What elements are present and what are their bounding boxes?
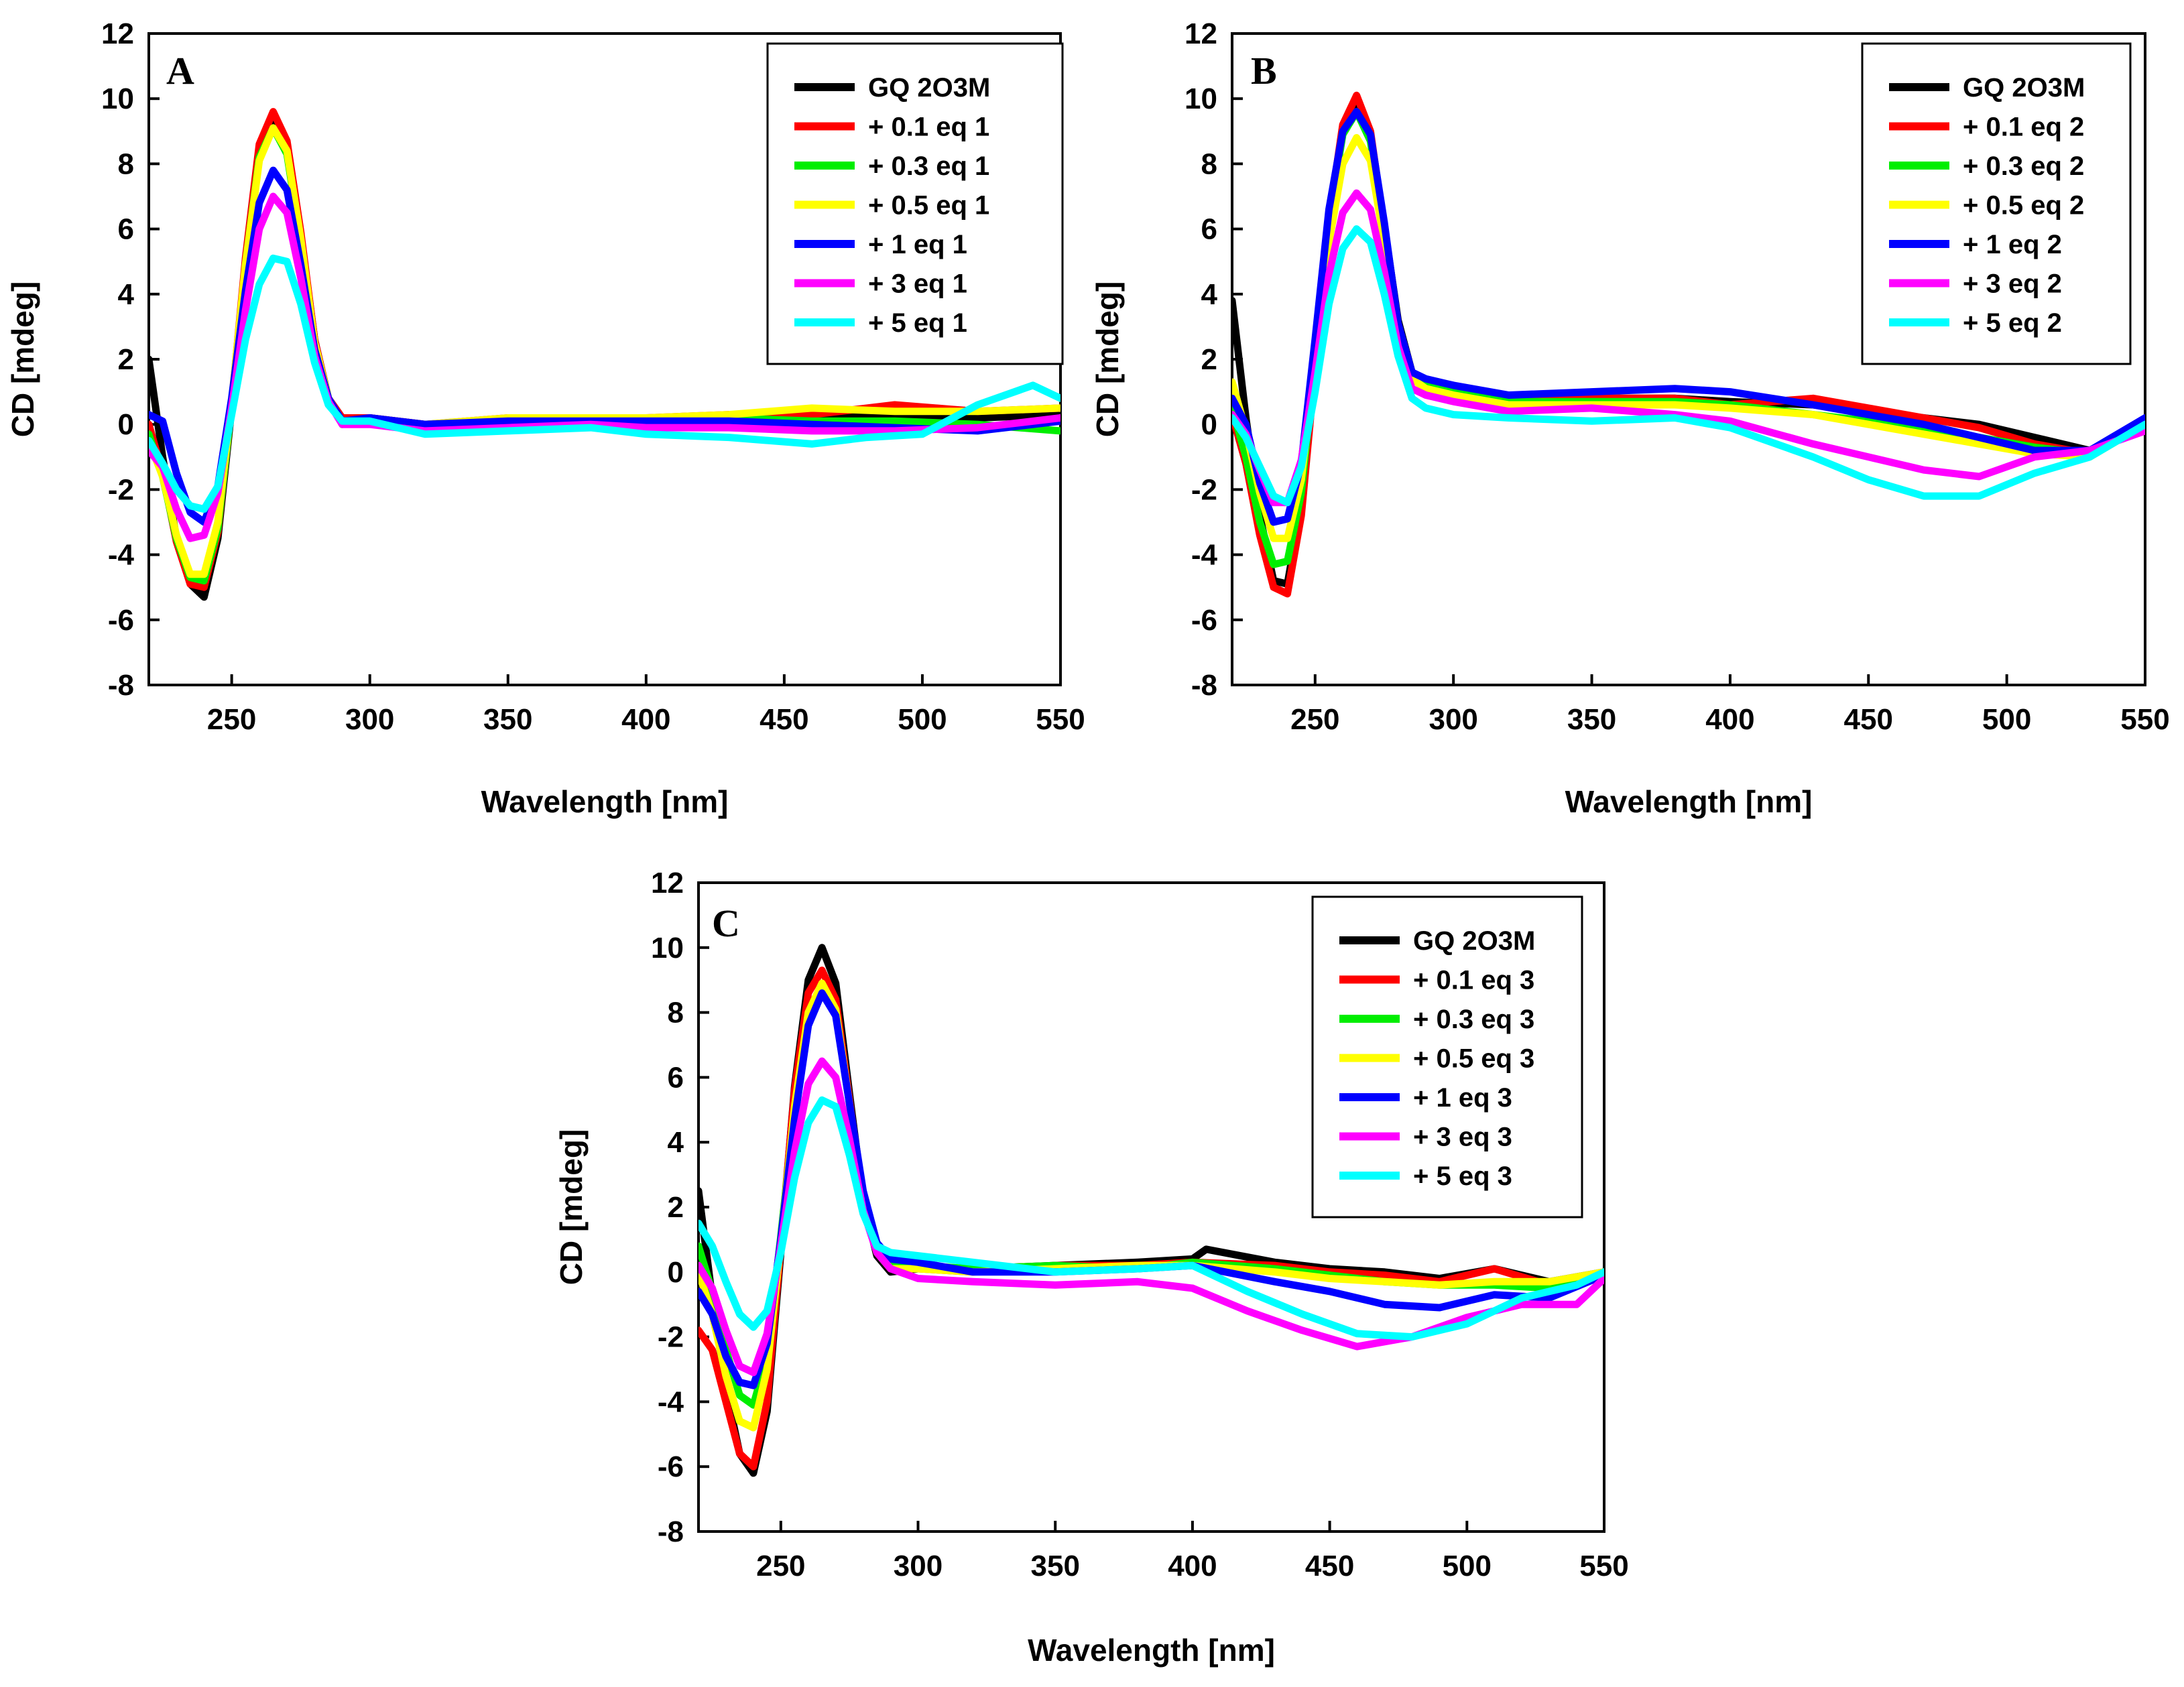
y-tick-label: 6	[1201, 213, 1217, 246]
x-tick-label: 550	[2120, 703, 2169, 736]
y-tick-label: 0	[118, 408, 134, 441]
x-tick-label: 250	[756, 1550, 805, 1582]
y-tick-label: 12	[1185, 17, 1217, 50]
x-axis-label: Wavelength [nm]	[481, 784, 729, 819]
x-tick-label: 300	[894, 1550, 943, 1582]
x-tick-label: 400	[1168, 1550, 1217, 1582]
legend-label: + 0.5 eq 2	[1963, 191, 2084, 221]
y-tick-label: 8	[1201, 147, 1217, 180]
x-tick-label: 500	[898, 703, 947, 736]
legend-label: + 1 eq 1	[868, 230, 967, 259]
series-line-6	[699, 1057, 1604, 1377]
y-tick-label: -2	[658, 1321, 684, 1354]
y-tick-label: -8	[1191, 669, 1217, 702]
series-line-7	[149, 254, 1060, 513]
panel-letter: B	[1251, 49, 1277, 92]
x-tick-label: 400	[1705, 703, 1754, 736]
legend-label: + 5 eq 3	[1413, 1162, 1512, 1191]
legend-label: + 3 eq 2	[1963, 269, 2062, 299]
panel-letter: A	[166, 49, 194, 92]
y-tick-label: 8	[668, 997, 684, 1029]
y-tick-label: 12	[101, 17, 134, 50]
legend: GQ 2O3M + 0.1 eq 3 + 0.3 eq 3 + 0.5 eq 3 + 1…	[1311, 895, 1583, 1219]
legend-label: + 3 eq 1	[868, 269, 967, 299]
legend-label: + 5 eq 2	[1963, 308, 2062, 338]
y-tick-label: 4	[668, 1126, 684, 1159]
y-tick-label: 2	[668, 1191, 684, 1224]
x-tick-label: 450	[1305, 1550, 1354, 1582]
y-tick-label: 12	[651, 867, 684, 899]
y-axis-label: CD [mdeg]	[1090, 282, 1125, 438]
y-tick-label: 4	[118, 278, 135, 311]
y-tick-label: -6	[1191, 604, 1217, 637]
legend-label: GQ 2O3M	[1413, 926, 1535, 956]
legend-label: + 5 eq 1	[868, 308, 967, 338]
y-tick-label: -8	[108, 669, 134, 702]
y-tick-label: -8	[658, 1515, 684, 1548]
panel-letter: C	[712, 901, 740, 945]
x-axis-label: Wavelength [nm]	[1028, 1633, 1275, 1668]
y-tick-label: 0	[668, 1256, 684, 1289]
y-tick-label: 10	[1185, 82, 1217, 115]
x-tick-label: 450	[760, 703, 808, 736]
x-tick-label: 500	[1443, 1550, 1492, 1582]
chart-panel-b: -8 -6 -4 -2 0 2 4 6 8 10 12 250 300 350 400 450 500 550 Wa…	[1090, 17, 2170, 819]
legend-label: + 0.5 eq 3	[1413, 1044, 1534, 1074]
x-axis-label: Wavelength [nm]	[1565, 784, 1813, 819]
legend-label: + 0.3 eq 2	[1963, 151, 2084, 181]
y-tick-label: -4	[1191, 539, 1218, 572]
x-tick-label: 350	[483, 703, 532, 736]
y-tick-label: -6	[108, 604, 134, 637]
legend-label: + 0.3 eq 1	[868, 151, 989, 181]
y-tick-label: 6	[668, 1061, 684, 1094]
legend-label: + 3 eq 3	[1413, 1123, 1512, 1152]
legend-label: + 1 eq 3	[1413, 1083, 1512, 1113]
series-group	[1232, 91, 2145, 598]
series-line-7	[1232, 225, 2145, 507]
y-tick-label: 10	[651, 932, 684, 964]
series-group	[699, 944, 1604, 1477]
legend-label: + 0.5 eq 1	[868, 191, 989, 221]
x-tick-label: 550	[1579, 1550, 1628, 1582]
y-tick-label: 8	[118, 147, 134, 180]
x-tick-label: 450	[1844, 703, 1893, 736]
x-tick-label: 300	[1429, 703, 1477, 736]
y-axis-label: CD [mdeg]	[554, 1129, 589, 1286]
y-tick-label: 2	[118, 343, 134, 376]
x-tick-label: 350	[1031, 1550, 1080, 1582]
y-tick-label: 10	[101, 82, 134, 115]
y-tick-label: 6	[118, 213, 134, 246]
series-group	[149, 108, 1060, 601]
legend-label: GQ 2O3M	[868, 73, 990, 103]
legend-label: GQ 2O3M	[1963, 73, 2085, 103]
x-tick-label: 400	[621, 703, 670, 736]
y-tick-label: -6	[658, 1450, 684, 1483]
x-tick-label: 550	[1036, 703, 1085, 736]
y-tick-label: -4	[108, 539, 135, 572]
x-tick-label: 350	[1567, 703, 1616, 736]
chart-panel-c: -8 -6 -4 -2 0 2 4 6 8 10 12 250 300 350 400 450 500 550 Wa…	[554, 867, 1629, 1668]
x-tick-label: 500	[1982, 703, 2031, 736]
y-axis-label: CD [mdeg]	[5, 282, 40, 438]
y-tick-label: -2	[108, 473, 134, 506]
y-tick-label: 0	[1201, 408, 1217, 441]
legend-label: + 1 eq 2	[1963, 230, 2062, 259]
y-tick-label: 4	[1201, 278, 1218, 311]
legend-label: + 0.1 eq 1	[868, 113, 989, 142]
chart-panel-a: -8 -6 -4 -2 0 2 4 6 8 10 12 250 300 350 400 450 500 550 Wa…	[5, 17, 1085, 819]
y-tick-label: 2	[1201, 343, 1217, 376]
x-tick-label: 300	[345, 703, 394, 736]
legend-label: + 0.1 eq 3	[1413, 966, 1534, 995]
legend: GQ 2O3M + 0.1 eq 1 + 0.3 eq 1 + 0.5 eq 1 + 1…	[766, 42, 1064, 365]
legend: GQ 2O3M + 0.1 eq 2 + 0.3 eq 2 + 0.5 eq 2 + 1…	[1861, 42, 2132, 365]
y-tick-label: -2	[1191, 473, 1217, 506]
legend-label: + 0.3 eq 3	[1413, 1005, 1534, 1034]
x-tick-label: 250	[207, 703, 256, 736]
legend-label: + 0.1 eq 2	[1963, 113, 2084, 142]
x-tick-label: 250	[1290, 703, 1339, 736]
series-line-7	[699, 1096, 1604, 1341]
y-tick-label: -4	[658, 1385, 684, 1418]
